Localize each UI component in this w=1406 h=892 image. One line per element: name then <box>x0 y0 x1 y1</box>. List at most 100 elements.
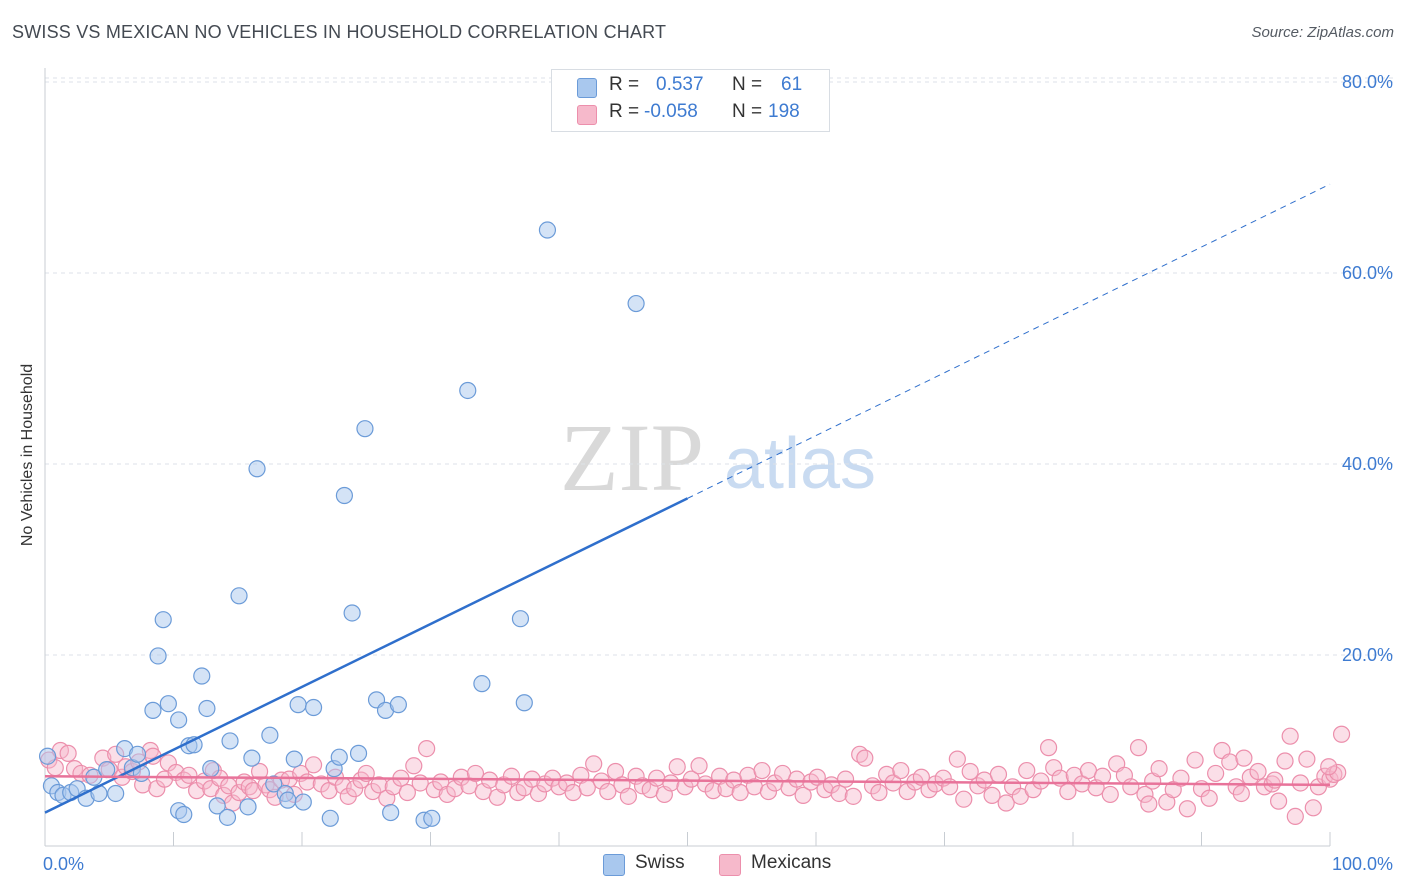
swiss-point <box>230 587 248 605</box>
swiss-point <box>154 611 172 629</box>
mexicans-point <box>1304 799 1322 817</box>
legend-row-mexicans: R = -0.058 N = 198 <box>552 101 829 127</box>
swiss-point <box>289 696 307 714</box>
mexicans-point <box>1093 767 1112 785</box>
mexicans-point <box>961 762 979 781</box>
mexicans-point <box>794 786 812 804</box>
mexicans-point <box>1298 750 1316 768</box>
y-tick-labels: 20.0% 40.0% 60.0% 80.0% <box>1342 72 1393 665</box>
swiss-point <box>515 694 533 712</box>
swiss-point <box>389 696 407 714</box>
mexicans-point <box>585 755 603 773</box>
swiss-point <box>202 760 220 778</box>
mexicans-point <box>1129 739 1148 757</box>
mexicans-point <box>1059 782 1077 801</box>
swiss-point <box>538 221 557 239</box>
mexicans-point <box>346 780 364 798</box>
mexicans-r-label: R = <box>609 101 640 122</box>
swiss-point <box>159 695 177 713</box>
swiss-point <box>349 744 368 762</box>
mexicans-point <box>1281 727 1299 745</box>
mexicans-n-value: 198 <box>768 101 800 122</box>
source-label: Source: ZipAtlas.com <box>1251 24 1394 41</box>
swiss-point <box>423 809 441 827</box>
mexicans-point <box>836 770 855 788</box>
swiss-point <box>459 381 477 400</box>
x-tick-label: 100.0% <box>1332 854 1393 874</box>
mexicans-point <box>788 770 806 788</box>
correlation-legend: R = 0.537 N = 61 R = -0.058 N = 198 <box>551 69 830 132</box>
mexicans-point <box>411 774 429 792</box>
mexicans-point <box>870 783 888 802</box>
swiss-point <box>382 803 400 822</box>
swiss-point <box>208 797 226 815</box>
mexicans-point <box>759 782 778 801</box>
mexicans-point <box>370 776 388 794</box>
swiss-point <box>279 791 297 809</box>
mexicans-point <box>1221 753 1239 771</box>
swiss-point <box>304 698 323 717</box>
swiss-point <box>285 750 303 768</box>
mexicans-point <box>1178 800 1196 818</box>
mexicans-point <box>1172 769 1190 787</box>
swiss-point <box>511 610 530 628</box>
mexicans-point <box>633 777 652 795</box>
swiss-point <box>330 748 348 766</box>
watermark: ZIP atlas <box>560 404 876 511</box>
mexicans-point <box>1332 725 1351 743</box>
mexicans-point <box>619 787 637 805</box>
axes <box>44 68 1331 847</box>
swiss-point <box>193 667 211 685</box>
mexicans-point <box>1320 758 1338 776</box>
swiss-point <box>265 775 283 793</box>
mexicans-legend-label: Mexicans <box>751 852 832 873</box>
mexicans-point <box>753 761 771 780</box>
mexicans-point <box>1207 764 1225 783</box>
mexicans-point <box>1186 751 1204 769</box>
grid <box>45 77 1395 656</box>
x-tick-labels: 0.0% 100.0% <box>43 854 1393 874</box>
mexicans-point <box>1018 761 1036 780</box>
mexicans-point <box>1032 772 1050 790</box>
mexicans-point <box>1045 759 1063 777</box>
swiss-trendline <box>44 497 689 814</box>
mexicans-point <box>1235 749 1253 767</box>
mexicans-point <box>1232 784 1250 803</box>
mexicans-point <box>1150 760 1168 778</box>
swiss-point <box>356 420 374 438</box>
swiss-point <box>149 647 167 665</box>
mexicans-r-value: -0.058 <box>644 101 698 122</box>
mexicans-point <box>1249 762 1267 781</box>
mexicans-point <box>364 782 382 801</box>
mexicans-point <box>830 784 848 803</box>
swiss-trendline-extension <box>687 183 1331 499</box>
swiss-swatch <box>577 78 597 98</box>
mexicans-point <box>398 783 416 802</box>
y-axis-label: No Vehicles in Household <box>19 363 36 547</box>
mexicans-point <box>230 783 248 802</box>
mexicans-point <box>466 764 485 783</box>
y-tick-label: 80.0% <box>1342 72 1393 92</box>
mexicans-point <box>662 774 680 792</box>
swiss-point <box>144 701 162 719</box>
swiss-point <box>243 749 261 767</box>
mexicans-point <box>1140 795 1158 813</box>
legend-row-swiss: R = 0.537 N = 61 <box>552 74 829 100</box>
mexicans-point <box>1101 785 1119 804</box>
mexicans-point <box>405 757 423 775</box>
swiss-point <box>107 784 125 803</box>
mexicans-point <box>59 744 77 762</box>
mexicans-point <box>1291 774 1310 792</box>
mexicans-point <box>856 749 874 767</box>
mexicans-point <box>578 779 596 797</box>
swiss-n-label: N = <box>732 74 763 95</box>
series-legend: Swiss Mexicans <box>0 852 1406 878</box>
swiss-point <box>198 699 216 718</box>
swiss-point <box>335 486 354 505</box>
mexicans-point <box>668 758 686 776</box>
mexicans-point <box>1329 763 1347 782</box>
mexicans-point <box>1276 752 1294 770</box>
mexicans-n-label: N = <box>732 101 763 122</box>
swiss-point <box>239 798 257 816</box>
